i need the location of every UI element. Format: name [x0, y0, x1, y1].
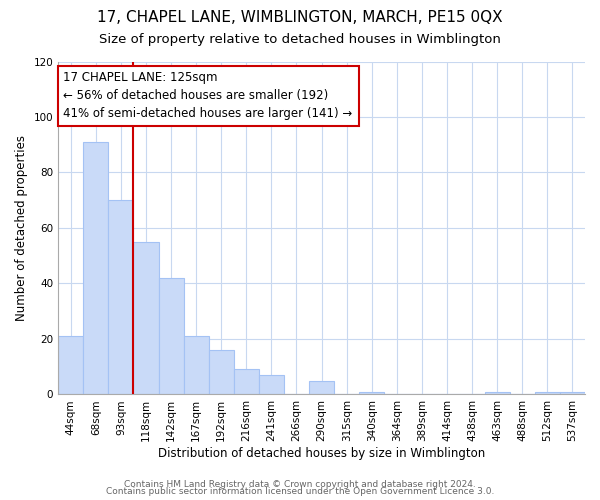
Text: 17 CHAPEL LANE: 125sqm
← 56% of detached houses are smaller (192)
41% of semi-de: 17 CHAPEL LANE: 125sqm ← 56% of detached…	[64, 72, 353, 120]
Bar	[309, 380, 334, 394]
Text: Contains public sector information licensed under the Open Government Licence 3.: Contains public sector information licen…	[106, 487, 494, 496]
Text: Contains HM Land Registry data © Crown copyright and database right 2024.: Contains HM Land Registry data © Crown c…	[124, 480, 476, 489]
Bar	[535, 392, 560, 394]
Text: 17, CHAPEL LANE, WIMBLINGTON, MARCH, PE15 0QX: 17, CHAPEL LANE, WIMBLINGTON, MARCH, PE1…	[97, 10, 503, 25]
Bar	[184, 336, 209, 394]
Bar	[259, 375, 284, 394]
Bar	[58, 336, 83, 394]
Bar	[83, 142, 109, 395]
Bar	[109, 200, 133, 394]
Bar	[234, 370, 259, 394]
Bar	[133, 242, 158, 394]
Bar	[158, 278, 184, 394]
Bar	[359, 392, 385, 394]
Bar	[560, 392, 585, 394]
Y-axis label: Number of detached properties: Number of detached properties	[15, 135, 28, 321]
Text: Size of property relative to detached houses in Wimblington: Size of property relative to detached ho…	[99, 32, 501, 46]
Bar	[485, 392, 510, 394]
Bar	[209, 350, 234, 395]
X-axis label: Distribution of detached houses by size in Wimblington: Distribution of detached houses by size …	[158, 447, 485, 460]
